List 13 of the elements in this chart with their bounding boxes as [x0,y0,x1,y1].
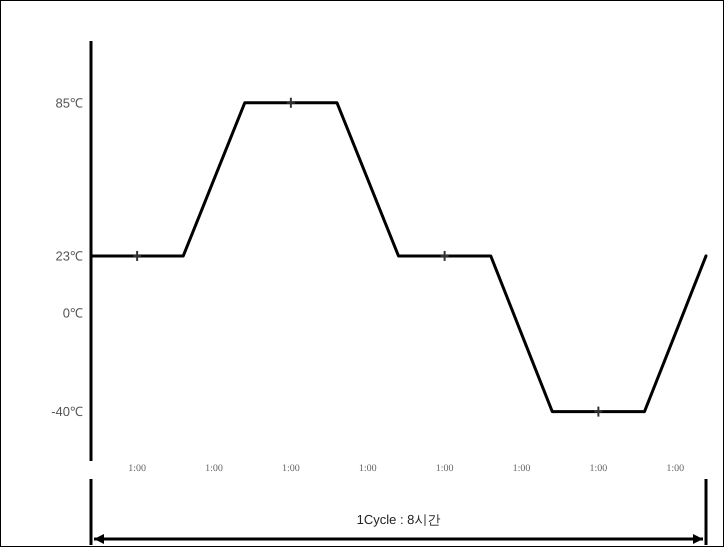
text: 1:00 [280,463,301,474]
y-tick-label: 0℃ [62,305,83,320]
text: 1:00 [358,463,378,474]
text: 1:00 [588,463,608,474]
text: 1:00 [665,463,686,474]
text: 1:00 [512,463,532,474]
text: 1Cycle : 8시간 [356,511,442,529]
text: 1:00 [434,463,455,474]
y-tick-label: -40℃ [51,404,83,420]
text: 1:00 [127,463,148,474]
y-tick-label: 23℃ [56,248,83,264]
text: 1:00 [204,463,224,474]
y-tick-label: 85℃ [56,95,83,110]
